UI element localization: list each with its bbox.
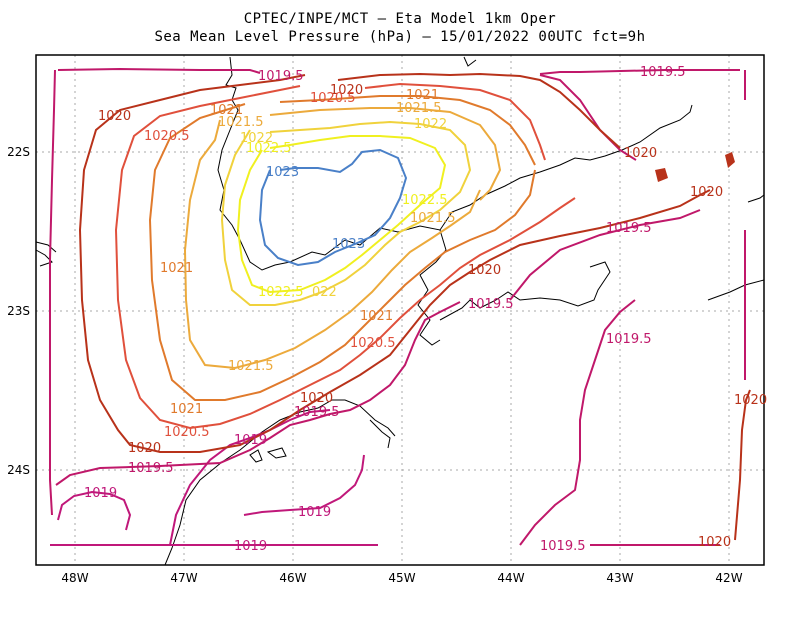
label-1020-left: 1020 — [98, 109, 131, 124]
label-1020-lower: 1020 — [128, 441, 161, 456]
label-1021-top: 1021 — [210, 103, 243, 118]
label-1019-5-east: 1019.5 — [468, 297, 514, 312]
isobars — [49, 67, 751, 546]
isobar-1019-5-low — [55, 301, 461, 486]
label-1021-5-top-r: 1021.5 — [396, 101, 442, 116]
isobar-1019-5-ne — [539, 74, 637, 161]
x-tick-42w: 42W — [715, 571, 742, 585]
coastline — [35, 56, 765, 566]
label-1020-br: 1020 — [698, 535, 731, 550]
x-tick-46w: 46W — [279, 571, 306, 585]
map-title-line2: Sea Mean Level Pressure (hPa) – 15/01/20… — [154, 29, 646, 45]
isobar-1020-top — [337, 72, 621, 149]
isobar-1019-5-top — [57, 67, 261, 74]
label-1020-east: 1020 — [468, 263, 501, 278]
label-1021-lower: 1021 — [170, 402, 203, 417]
label-1019-mid: 1019 — [234, 433, 267, 448]
label-1020-5-mid: 1020.5 — [350, 336, 396, 351]
label-1021-5-top: 1021.5 — [218, 115, 264, 130]
isobar-1023 — [258, 148, 408, 267]
label-1020-ne2: 1020 — [690, 185, 723, 200]
isobar-1020 — [78, 74, 711, 453]
map-title-line1: CPTEC/INPE/MCT – Eta Model 1km Oper — [243, 11, 557, 27]
map-frame — [35, 54, 765, 566]
label-1022-top: 1022 — [414, 117, 447, 132]
x-tick-43w: 43W — [606, 571, 633, 585]
isobar-1019-5-mid-e — [519, 299, 636, 546]
isobar-1019-mid — [169, 409, 331, 546]
isobar-1020-5 — [114, 85, 576, 430]
isobar-1019-5-right2 — [539, 69, 740, 75]
label-1020-5-left: 1020.5 — [144, 129, 190, 144]
label-1019-5-right: 1019.5 — [640, 65, 686, 80]
label-1022-b: 022 — [312, 285, 337, 300]
label-1021-top-r: 1021 — [406, 88, 439, 103]
label-1019-5-top: 1019.5 — [258, 69, 304, 84]
isobar-1021-top — [279, 95, 536, 166]
label-1021-5-mid: 1021.5 — [228, 359, 274, 374]
y-tick-22s: 22S — [7, 145, 30, 159]
island-marks — [655, 152, 735, 182]
label-1020-top: 1020 — [330, 83, 363, 98]
label-1020-ne: 1020 — [624, 146, 657, 161]
isobar-1019-lobe — [57, 490, 132, 531]
label-1020-5-top: 1020.5 — [310, 91, 356, 106]
isobar-1021 — [148, 103, 536, 401]
contour-labels: 1019.5 1020 1020.5 1021 1021 1021.5 1021… — [84, 65, 767, 554]
label-1021-right: 1021 — [360, 309, 393, 324]
isobar-1019-5-outer — [49, 69, 56, 516]
label-1020-mid: 1020 — [300, 391, 333, 406]
isobar-1022-5 — [236, 135, 447, 294]
label-1019-low2: 1019 — [298, 505, 331, 520]
x-tick-48w: 48W — [61, 571, 88, 585]
isobar-1019-5-east — [509, 209, 701, 301]
isobar-1020-br — [734, 389, 751, 541]
isobar-1021-5-top — [269, 107, 502, 201]
label-1021-left: 1021 — [160, 261, 193, 276]
isobar-1020-5-top — [364, 82, 546, 161]
x-tick-44w: 44W — [497, 571, 524, 585]
label-1020-5-lower: 1020.5 — [164, 425, 210, 440]
label-1020-re: 1020 — [734, 393, 767, 408]
label-1019-bot: 1019 — [234, 539, 267, 554]
label-1022-top2: 1022 — [240, 131, 273, 146]
label-1022-5-top: 1022.5 — [246, 141, 292, 156]
y-tick-23s: 23S — [7, 304, 30, 318]
y-tick-24s: 24S — [7, 463, 30, 477]
isobar-1022 — [220, 120, 472, 306]
label-1022-5-r: 1022.5 — [402, 193, 448, 208]
x-tick-47w: 47W — [170, 571, 197, 585]
label-1019-5-ne: 1019.5 — [606, 221, 652, 236]
label-1019-low: 1019 — [84, 486, 117, 501]
label-1019-5-bot: 1019.5 — [540, 539, 586, 554]
label-1019-5-low: 1019.5 — [128, 461, 174, 476]
label-1019-5-se: 1019.5 — [606, 332, 652, 347]
x-axis-ticks: 48W 47W 46W 45W 44W 43W 42W — [61, 571, 742, 585]
isobar-1021-5 — [183, 119, 481, 370]
label-1019-5-mid: 1019.5 — [294, 405, 340, 420]
label-1023-a: 1023 — [266, 165, 299, 180]
grid-lines — [36, 55, 764, 565]
label-1021-5-r: 1021.5 — [410, 211, 456, 226]
isobar-1019-lower — [243, 454, 365, 516]
y-axis-ticks: 22S 23S 24S — [7, 145, 30, 477]
label-1023-b: 1023 — [332, 237, 365, 252]
label-1022-5-b: 1022.5 — [258, 285, 304, 300]
x-tick-45w: 45W — [388, 571, 415, 585]
